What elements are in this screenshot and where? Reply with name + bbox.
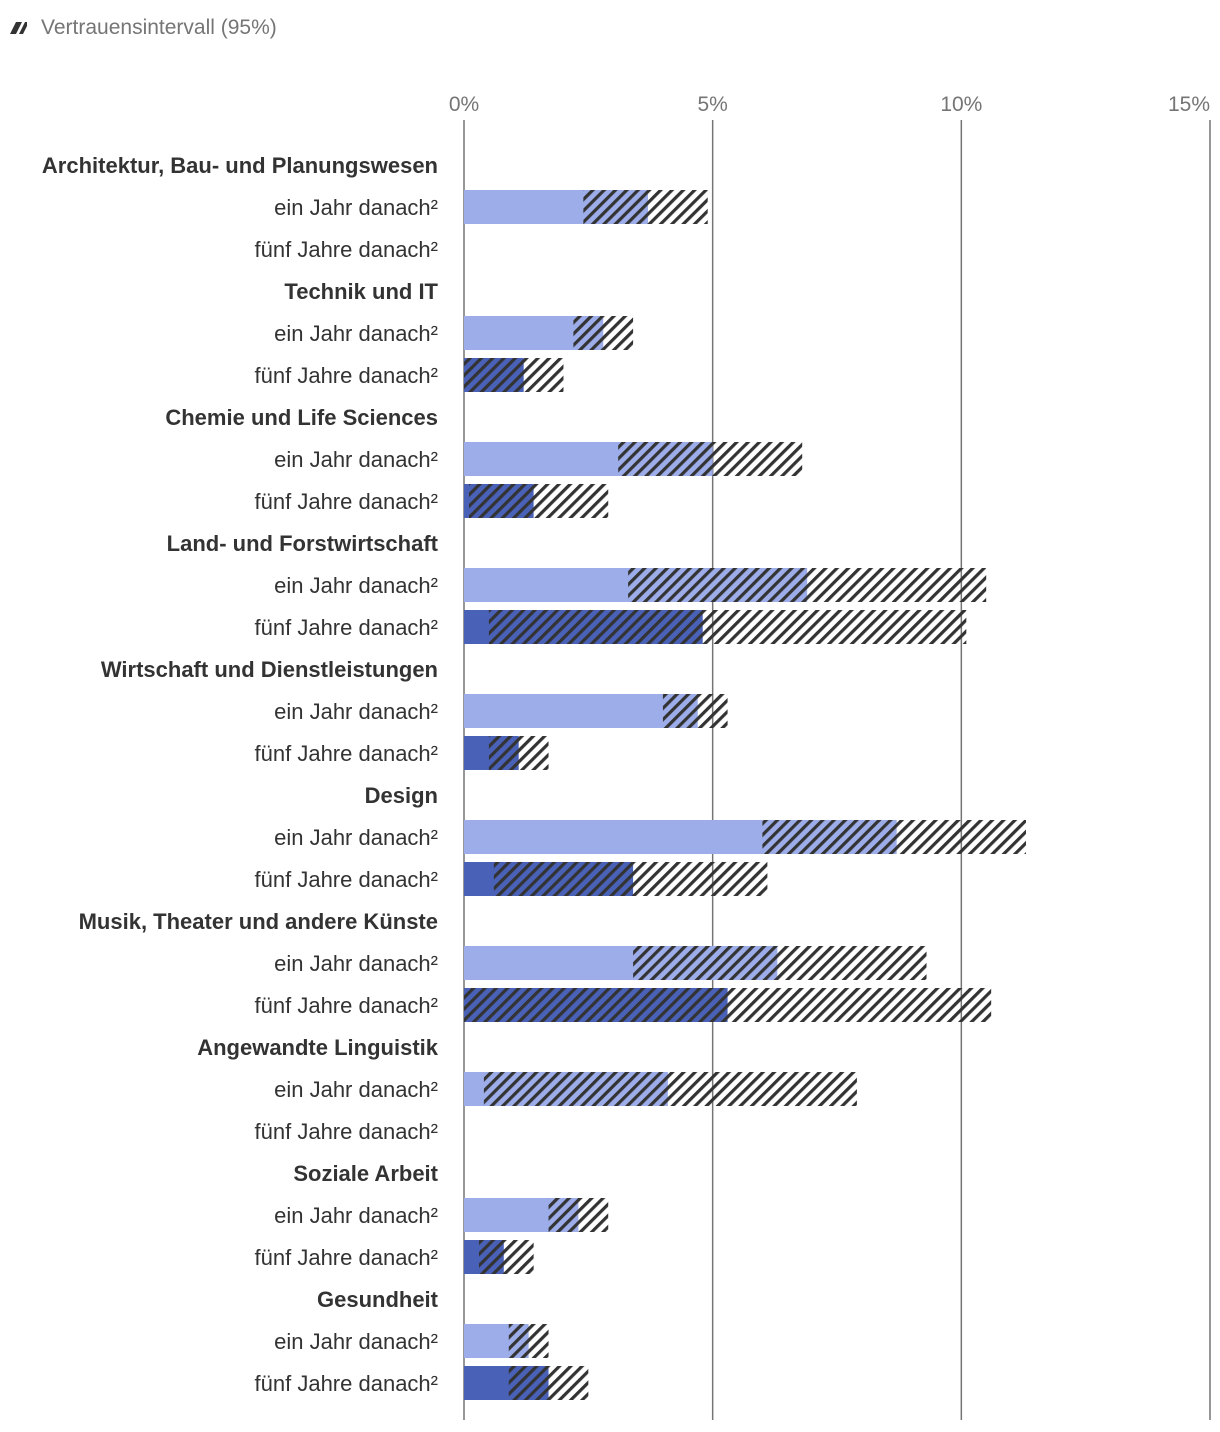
category-label: Angewandte Linguistik xyxy=(197,1035,439,1060)
series-label: fünf Jahre danach² xyxy=(255,867,438,892)
category-label: Architektur, Bau- und Planungswesen xyxy=(42,153,438,178)
category-label: Soziale Arbeit xyxy=(293,1161,438,1186)
series-label: fünf Jahre danach² xyxy=(255,741,438,766)
category-label: Gesundheit xyxy=(317,1287,439,1312)
x-tick-label: 10% xyxy=(940,93,982,116)
series-label: ein Jahr danach² xyxy=(274,1203,438,1228)
series-label: fünf Jahre danach² xyxy=(255,1371,438,1396)
series-label: fünf Jahre danach² xyxy=(255,1119,438,1144)
legend: Vertrauensintervall (95%) xyxy=(10,16,277,39)
series-label: fünf Jahre danach² xyxy=(255,993,438,1018)
confidence-interval xyxy=(493,862,768,896)
category-label: Land- und Forstwirtschaft xyxy=(167,531,439,556)
series-label: ein Jahr danach² xyxy=(274,1077,438,1102)
confidence-interval xyxy=(464,988,992,1022)
series-label: ein Jahr danach² xyxy=(274,825,438,850)
confidence-interval xyxy=(464,358,564,392)
confidence-interval xyxy=(628,568,987,602)
series-label: fünf Jahre danach² xyxy=(255,489,438,514)
series-label: fünf Jahre danach² xyxy=(255,615,438,640)
series-label: ein Jahr danach² xyxy=(274,1329,438,1354)
bars xyxy=(464,190,1026,1400)
confidence-interval xyxy=(548,1198,609,1232)
series-label: ein Jahr danach² xyxy=(274,195,438,220)
series-label: ein Jahr danach² xyxy=(274,699,438,724)
confidence-interval xyxy=(468,484,609,518)
confidence-interval xyxy=(483,1072,857,1106)
series-label: ein Jahr danach² xyxy=(274,573,438,598)
category-label: Wirtschaft und Dienstleistungen xyxy=(101,657,438,682)
row-labels: Architektur, Bau- und Planungswesen ein J… xyxy=(42,153,439,1396)
category-label: Musik, Theater und andere Künste xyxy=(79,909,438,934)
series-label: fünf Jahre danach² xyxy=(255,1245,438,1270)
legend-label: Vertrauensintervall (95%) xyxy=(41,16,277,39)
hatched-square-icon xyxy=(10,22,27,34)
series-label: ein Jahr danach² xyxy=(274,951,438,976)
x-axis-ticks: 0% 5% 10% 15% xyxy=(449,93,1210,116)
category-label: Chemie und Life Sciences xyxy=(165,405,438,430)
confidence-interval xyxy=(508,1324,549,1358)
x-tick-label: 5% xyxy=(697,93,727,116)
confidence-interval xyxy=(573,316,634,350)
series-label: fünf Jahre danach² xyxy=(255,363,438,388)
confidence-interval xyxy=(583,190,708,224)
confidence-interval xyxy=(488,610,967,644)
confidence-interval xyxy=(633,946,927,980)
x-tick-label: 0% xyxy=(449,93,479,116)
confidence-interval xyxy=(508,1366,589,1400)
confidence-interval xyxy=(488,736,549,770)
series-label: ein Jahr danach² xyxy=(274,447,438,472)
series-label: ein Jahr danach² xyxy=(274,321,438,346)
series-label: fünf Jahre danach² xyxy=(255,237,438,262)
confidence-interval xyxy=(618,442,803,476)
confidence-interval xyxy=(762,820,1026,854)
category-label: Design xyxy=(365,783,438,808)
x-tick-label: 15% xyxy=(1168,93,1210,116)
confidence-interval xyxy=(662,694,728,728)
category-label: Technik und IT xyxy=(284,279,438,304)
confidence-interval xyxy=(478,1240,534,1274)
bar xyxy=(464,694,698,728)
